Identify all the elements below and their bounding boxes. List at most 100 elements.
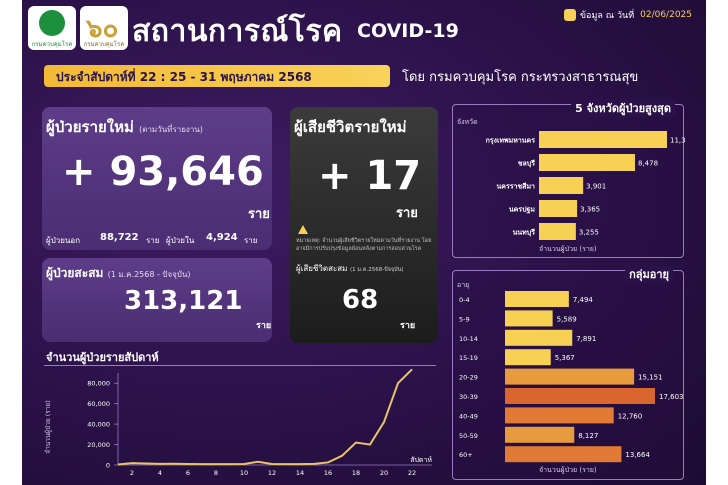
- deaths-unit: ราย: [396, 206, 418, 221]
- age-group-label: 30-39: [459, 393, 478, 401]
- deaths-panel: ผู้เสียชีวิตรายใหม่ + 17 ราย หมายเหตุ: จ…: [290, 107, 438, 343]
- age-chart: 0-4 7,494 5-9 5,589 10-14 7,891 15-19 5,367 20-2…: [459, 291, 684, 463]
- weekly-divider: [44, 365, 436, 366]
- anniversary-number: ๖๐: [86, 14, 119, 44]
- page-title-en: COVID-19: [357, 20, 459, 42]
- page-title: สถานการณ์โรค: [132, 14, 343, 49]
- weekly-x-tick-label: 20: [380, 469, 388, 477]
- weekly-x-tick-label: 12: [268, 469, 276, 477]
- inpatient-label: ผู้ป่วยใน: [166, 236, 195, 245]
- ddc-logo-text: กรมควบคุมโรค: [31, 41, 73, 48]
- deaths-cumulative-value: 68: [342, 285, 379, 315]
- update-date: 02/06/2025: [640, 10, 692, 20]
- province-value-label: 3,901: [586, 183, 606, 191]
- department-text: โดย กรมควบคุมโรค กระทรวงสาธารณสุข: [402, 70, 639, 85]
- new-cases-value: + 93,646: [62, 149, 264, 195]
- deaths-cumulative-title: ผู้เสียชีวิตสะสม (1 ม.ค.2568-ปัจจุบัน): [296, 262, 404, 275]
- age-group-label: 5-9: [459, 315, 470, 323]
- age-value-label: 7,494: [573, 296, 594, 304]
- top5-axis-label: จังหวัด: [457, 118, 478, 126]
- province-value-label: 8,478: [638, 160, 658, 168]
- top5-provinces-panel: 5 จังหวัดผู้ป่วยสูงสุด จังหวัด กรุงเทพมห…: [452, 99, 685, 258]
- new-cases-title-text: ผู้ป่วยรายใหม่: [46, 118, 134, 136]
- age-group-label: 20-29: [459, 374, 478, 382]
- deaths-title: ผู้เสียชีวิตรายใหม่: [294, 118, 407, 136]
- top5-x-label: จำนวนผู้ป่วย (ราย): [539, 245, 597, 253]
- weekly-cases-line: [117, 368, 413, 466]
- cumulative-value: 313,121: [124, 286, 243, 316]
- age-value-label: 13,664: [625, 451, 650, 459]
- age-value-label: 5,589: [557, 315, 577, 323]
- new-cases-title: ผู้ป่วยรายใหม่ (ตามวันที่รายงาน): [46, 115, 203, 139]
- age-group-label: 60+: [459, 451, 473, 459]
- update-info: ข้อมูล ณ วันที่ 02/06/2025: [563, 8, 692, 22]
- anniversary-logo-text: กรมควบคุมโรค: [83, 41, 125, 48]
- age-bar: [505, 329, 573, 346]
- weekly-chart-title: จำนวนผู้ป่วยรายสัปดาห์: [46, 351, 159, 364]
- weekly-x-tick-label: 6: [186, 469, 190, 477]
- province-value-label: 11,305: [670, 137, 685, 145]
- province-label: นนทบุรี: [513, 229, 536, 237]
- top5-chart: กรุงเทพมหานคร 11,305 ชลบุรี 8,478 นครราชสีมา…: [486, 131, 685, 240]
- age-value-label: 5,367: [555, 354, 575, 362]
- deaths-value: + 17: [318, 153, 422, 199]
- age-title: กลุ่มอายุ: [625, 265, 673, 283]
- age-group-label: 15-19: [459, 354, 478, 362]
- warning-icon: [298, 225, 308, 234]
- deaths-note: หมายเหตุ: จำนวนผู้เสียชีวิตรายใหม่ตามวัน…: [296, 238, 432, 252]
- age-bar: [505, 446, 622, 463]
- age-group-label: 40-49: [459, 412, 478, 420]
- weekly-x-tick-label: 2: [130, 469, 134, 477]
- age-groups-panel: กลุ่มอายุ อายุ 0-4 7,494 5-9 5,589 10-14 7,89…: [452, 265, 684, 480]
- weekly-y-tick-label: 60,000: [87, 400, 110, 408]
- province-label: นครราชสีมา: [497, 183, 536, 191]
- update-label: ข้อมูล ณ วันที่: [579, 11, 635, 21]
- province-label: นครปฐม: [509, 206, 536, 215]
- weekly-x-tick-label: 8: [214, 469, 218, 477]
- province-label: กรุงเทพมหานคร: [486, 137, 536, 145]
- weekly-x-tick-label: 14: [296, 469, 304, 477]
- age-bar: [505, 368, 635, 385]
- weekly-x-tick-label: 4: [158, 469, 162, 477]
- cumulative-title-text: ผู้ป่วยสะสม: [46, 266, 104, 280]
- weekly-chart: จำนวนผู้ป่วย (ราย) 0 20,000 40,000 60,000 80,…: [44, 368, 432, 477]
- anniversary-logo: ๖๐ กรมควบคุมโรค: [80, 6, 128, 50]
- age-group-label: 0-4: [459, 296, 470, 304]
- weekly-x-axis-label: สัปดาห์: [410, 456, 432, 464]
- inpatient-value: 4,924: [206, 232, 238, 243]
- week-banner: ประจำสัปดาห์ที่ 22 : 25 - 31 พฤษภาคม 256…: [44, 65, 390, 87]
- age-bar: [505, 291, 569, 307]
- age-axis-label: อายุ: [457, 281, 470, 289]
- new-cases-title-note: (ตามวันที่รายงาน): [139, 125, 203, 134]
- province-bar: [539, 154, 635, 171]
- outpatient-label: ผู้ป่วยนอก: [46, 236, 81, 245]
- age-x-label: จำนวนผู้ป่วย (ราย): [539, 466, 597, 474]
- age-value-label: 8,127: [578, 432, 598, 440]
- province-bar: [539, 223, 576, 240]
- age-group-label: 10-14: [459, 335, 478, 343]
- weekly-y-tick-label: 80,000: [87, 380, 110, 388]
- weekly-x-tick-label: 10: [240, 469, 248, 477]
- deaths-cum-title-text: ผู้เสียชีวิตสะสม: [296, 264, 348, 273]
- weekly-y-tick-label: 0: [106, 462, 110, 470]
- province-label: ชลบุรี: [518, 160, 535, 168]
- age-group-label: 50-59: [459, 432, 478, 440]
- age-bar: [505, 388, 655, 404]
- province-value-label: 3,365: [580, 206, 600, 214]
- age-value-label: 7,891: [576, 335, 596, 343]
- inpatient-unit: ราย: [244, 236, 258, 245]
- calendar-icon: [563, 9, 576, 21]
- new-cases-unit: ราย: [248, 207, 270, 222]
- weekly-y-tick-label: 20,000: [87, 441, 110, 449]
- ddc-logo: กรมควบคุมโรค: [28, 6, 76, 50]
- deaths-cum-note: (1 ม.ค.2568-ปัจจุบัน): [350, 267, 404, 273]
- weekly-x-tick-label: 18: [352, 469, 360, 477]
- age-value-label: 12,760: [618, 412, 643, 420]
- province-bar: [539, 177, 584, 194]
- weekly-x-tick-label: 16: [324, 469, 332, 477]
- weekly-y-tick-label: 40,000: [87, 421, 110, 429]
- province-value-label: 3,255: [579, 229, 599, 237]
- weekly-y-axis-label: จำนวนผู้ป่วย (ราย): [44, 400, 52, 453]
- age-value-label: 17,603: [659, 393, 684, 401]
- province-bar: [539, 131, 667, 148]
